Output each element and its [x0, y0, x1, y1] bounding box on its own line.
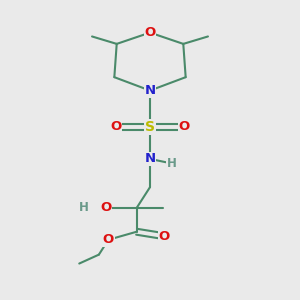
Text: N: N — [144, 84, 156, 97]
Text: H: H — [79, 202, 89, 214]
Text: O: O — [178, 120, 190, 133]
Text: O: O — [103, 233, 114, 246]
Text: O: O — [100, 202, 112, 214]
Text: O: O — [110, 120, 122, 133]
Text: O: O — [144, 26, 156, 39]
Text: S: S — [145, 120, 155, 134]
Text: O: O — [159, 230, 170, 243]
Text: H: H — [167, 157, 176, 170]
Text: N: N — [144, 152, 156, 165]
